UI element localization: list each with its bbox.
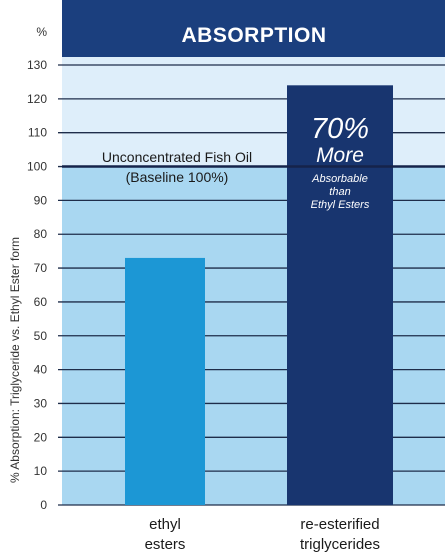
title-banner <box>62 0 445 57</box>
x-label-triglycerides: triglycerides <box>300 536 380 553</box>
y-tick-label: 90 <box>34 193 48 207</box>
annotation-absorbable: Absorbable <box>311 173 368 185</box>
x-label-esters: esters <box>145 536 186 553</box>
bars <box>125 85 393 506</box>
y-tick-label: 80 <box>34 227 48 241</box>
y-tick-label: 40 <box>34 363 48 377</box>
y-tick-label: 20 <box>34 430 48 444</box>
y-tick-label: 120 <box>27 92 47 106</box>
y-axis-label: % Absorption: Triglyceride vs. Ethyl Est… <box>8 237 22 483</box>
x-axis-labels: ethyl esters re-esterified triglycerides <box>145 516 380 553</box>
annotation-than: than <box>329 186 350 198</box>
y-tick-label: 110 <box>28 126 47 140</box>
y-axis-ticks: 0 10 20 30 40 50 60 70 80 90 100 110 120 130 <box>27 58 47 512</box>
y-tick-label: 30 <box>34 396 48 410</box>
bar-annotation: 70% More Absorbable than Ethyl Esters <box>311 113 370 211</box>
y-tick-label: 70 <box>34 261 48 275</box>
y-tick-label: 10 <box>34 464 48 478</box>
y-tick-label: 0 <box>40 498 47 512</box>
x-label-ethyl: ethyl <box>149 516 181 533</box>
chart-title: ABSORPTION <box>181 24 326 47</box>
bar-re-esterified-triglycerides <box>287 85 393 506</box>
x-label-re-esterified: re-esterified <box>300 516 379 533</box>
annotation-ethyl-esters: Ethyl Esters <box>311 199 370 211</box>
annotation-percent: 70% <box>311 113 369 145</box>
y-tick-label: 50 <box>34 329 48 343</box>
y-tick-label: 100 <box>27 160 47 174</box>
baseline-label: Unconcentrated Fish Oil <box>102 149 252 165</box>
annotation-more: More <box>316 144 364 167</box>
bar-ethyl-esters <box>125 257 205 505</box>
y-axis-unit: % <box>36 25 47 39</box>
baseline-sublabel: (Baseline 100%) <box>126 169 229 185</box>
y-tick-label: 60 <box>34 295 48 309</box>
y-tick-label: 130 <box>27 58 47 72</box>
